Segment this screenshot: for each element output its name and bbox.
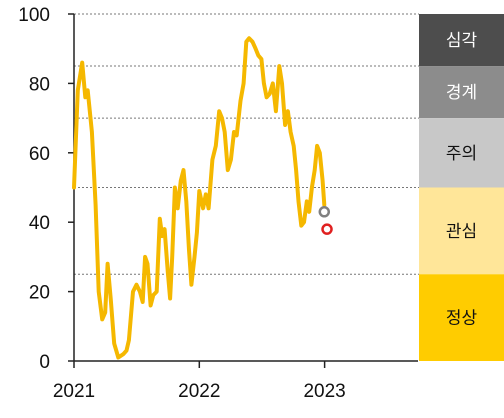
band-2 <box>419 118 504 188</box>
band-0 <box>419 14 504 67</box>
y-tick-label-2: 40 <box>29 213 50 234</box>
band-label-2: 주의 <box>446 144 477 164</box>
y-tick-label-4: 80 <box>29 74 50 95</box>
band-label-3: 관심 <box>446 222 477 242</box>
marker-0 <box>318 206 331 218</box>
band-label-0: 심각 <box>446 31 478 51</box>
x-tick-label-2: 2023 <box>303 381 345 402</box>
x-tick-label-0: 2021 <box>53 381 95 402</box>
band-label-4: 정상 <box>446 309 478 329</box>
series-line-0 <box>72 36 327 360</box>
marker-layer <box>318 206 333 235</box>
chart-axes: 0 20 40 60 80 100 2021 2022 2023 <box>18 5 418 402</box>
band-1 <box>419 66 504 119</box>
x-tick-label-1: 2022 <box>178 381 220 402</box>
band-label-1: 경계 <box>446 83 477 103</box>
y-tick-label-0: 0 <box>39 352 50 373</box>
marker-1 <box>321 223 333 235</box>
y-tick-label-5: 100 <box>18 5 50 26</box>
y-tick-label-3: 60 <box>29 144 50 165</box>
series-layer <box>72 36 327 360</box>
band-4 <box>419 274 504 361</box>
band-3 <box>419 187 504 275</box>
y-tick-label-1: 20 <box>29 283 50 304</box>
